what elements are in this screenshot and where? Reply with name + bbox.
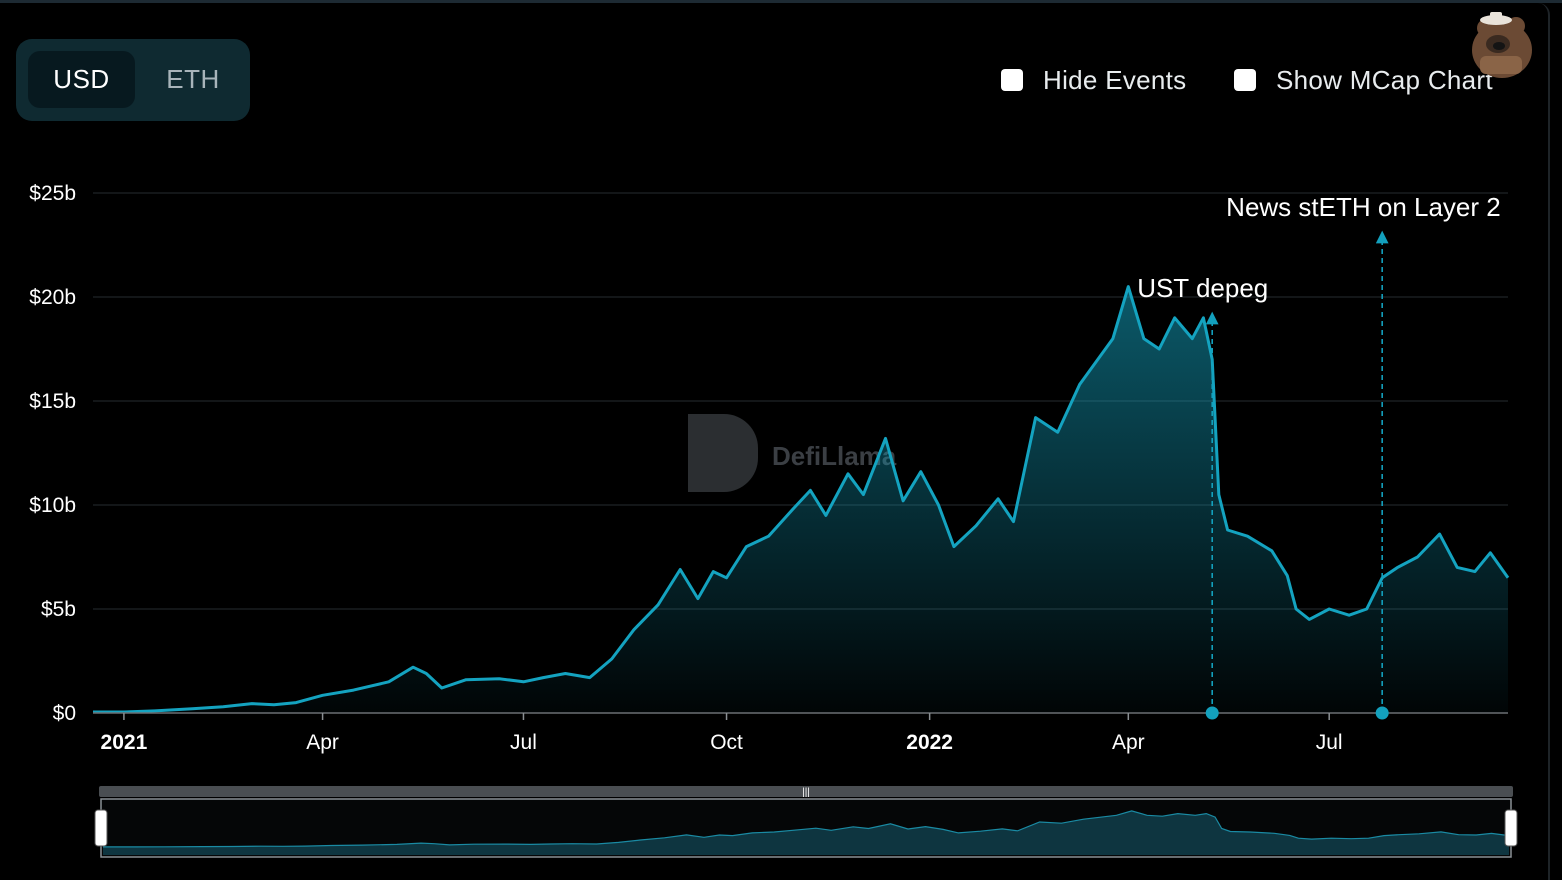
mini-line — [103, 810, 1510, 848]
show-mcap-checkbox[interactable]: Show MCap Chart — [1234, 60, 1493, 100]
y-tick-label: $15b — [29, 390, 76, 413]
watermark: DefiLlama — [688, 414, 897, 492]
y-tick-label: $25b — [29, 182, 76, 205]
range-slider[interactable]: ||| — [94, 786, 1518, 858]
usd-toggle-button[interactable]: USD — [28, 51, 135, 108]
y-tick-label: $5b — [41, 598, 76, 621]
show-mcap-checkbox-box[interactable] — [1234, 69, 1256, 91]
currency-toggle: USD ETH — [16, 39, 250, 121]
x-axis: 2021 Apr Jul Oct 2022 Apr Jul — [101, 713, 1343, 754]
x-tick-label: Apr — [1112, 731, 1145, 754]
chart-panel — [0, 3, 1550, 880]
event-label: UST depeg — [1137, 273, 1268, 303]
slider-track[interactable] — [99, 786, 1513, 797]
hide-events-checkbox-box[interactable] — [1001, 69, 1023, 91]
x-tick-label: 2022 — [906, 731, 953, 754]
watermark-logo-stem — [688, 414, 722, 492]
bear-mascot-icon — [1472, 12, 1532, 78]
x-tick-label: Jul — [1316, 731, 1343, 754]
x-tick-label: Jul — [510, 731, 537, 754]
x-tick-label: Apr — [306, 731, 339, 754]
events-layer: UST depeg News stETH on Layer 2 — [1137, 192, 1501, 720]
mini-area — [103, 810, 1509, 855]
tvl-line — [93, 285, 1510, 714]
y-tick-label: $20b — [29, 286, 76, 309]
event-marker[interactable] — [1375, 706, 1389, 720]
eth-toggle-button[interactable]: ETH — [166, 64, 220, 94]
show-mcap-label: Show MCap Chart — [1276, 64, 1493, 95]
x-tick-label: Oct — [710, 731, 743, 754]
slider-right-handle[interactable] — [1504, 809, 1518, 847]
y-axis: $0 $5b $10b $15b $20b $25b — [29, 182, 76, 725]
y-tick-label: $0 — [53, 702, 76, 725]
x-tick-label: 2021 — [101, 731, 148, 754]
tvl-area — [93, 286, 1508, 713]
event-marker[interactable] — [1205, 706, 1219, 720]
y-tick-label: $10b — [29, 494, 76, 517]
event-label: News stETH on Layer 2 — [1226, 192, 1501, 222]
hide-events-checkbox[interactable]: Hide Events — [1001, 60, 1186, 100]
hide-events-label: Hide Events — [1043, 64, 1187, 95]
window-top-border — [0, 0, 1562, 3]
slider-grip-icon[interactable]: ||| — [802, 787, 810, 798]
slider-left-handle[interactable] — [94, 809, 108, 847]
